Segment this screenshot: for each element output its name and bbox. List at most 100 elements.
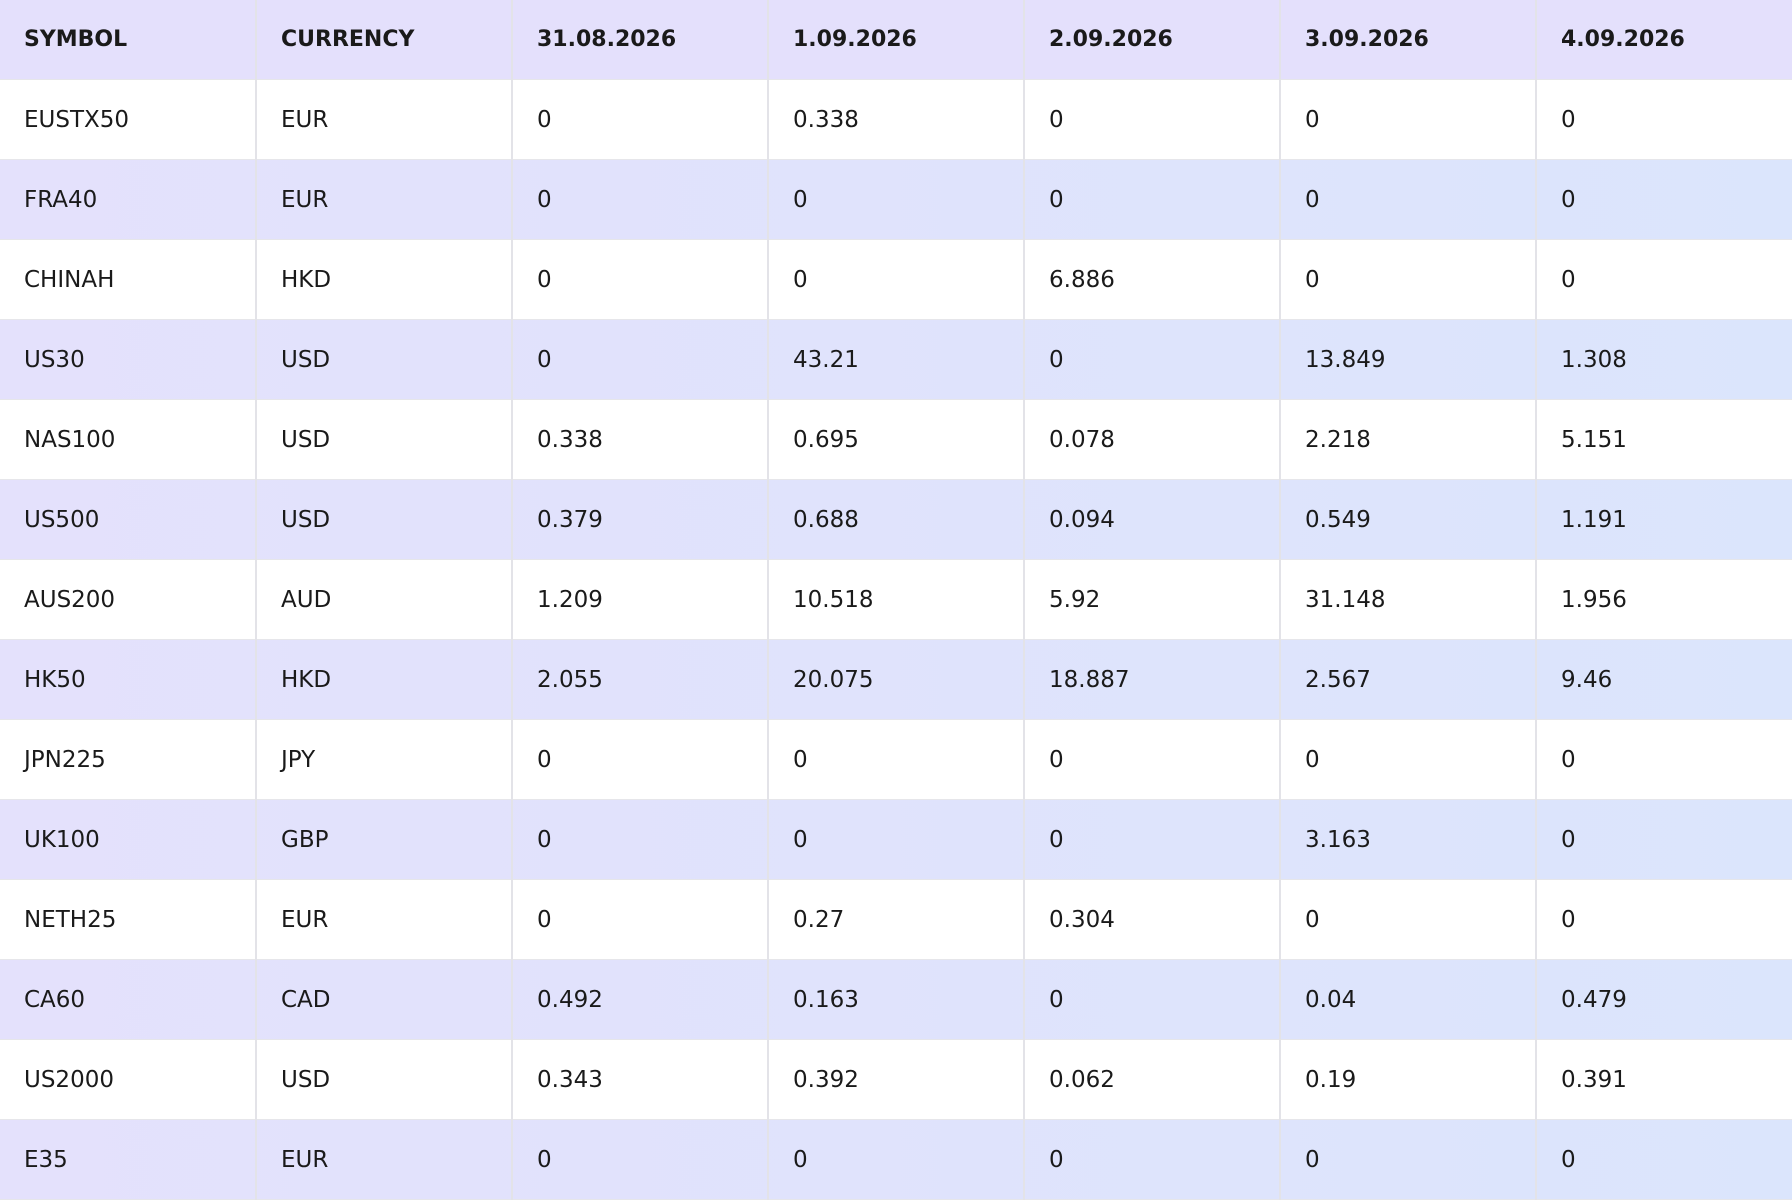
symbol-cell: NETH25 (0, 879, 257, 960)
symbol-cell: CHINAH (0, 239, 257, 320)
value-cell: 0.163 (768, 959, 1025, 1040)
value-cell: 0 (768, 239, 1025, 320)
currency-cell: HKD (256, 639, 513, 720)
value-cell: 0 (1280, 159, 1537, 240)
currency-cell: USD (256, 319, 513, 400)
column-header: SYMBOL (0, 0, 257, 80)
value-cell: 0 (1536, 239, 1792, 320)
symbol-cell: FRA40 (0, 159, 257, 240)
value-cell: 0 (1024, 1119, 1281, 1200)
value-cell: 10.518 (768, 559, 1025, 640)
symbol-cell: CA60 (0, 959, 257, 1040)
value-cell: 0 (512, 79, 769, 160)
value-cell: 6.886 (1024, 239, 1281, 320)
value-cell: 0 (1280, 79, 1537, 160)
symbol-cell: JPN225 (0, 719, 257, 800)
value-cell: 2.567 (1280, 639, 1537, 720)
value-cell: 0.549 (1280, 479, 1537, 560)
value-cell: 0.695 (768, 399, 1025, 480)
value-cell: 0.688 (768, 479, 1025, 560)
currency-cell: EUR (256, 79, 513, 160)
currency-cell: HKD (256, 239, 513, 320)
symbol-cell: NAS100 (0, 399, 257, 480)
value-cell: 0.338 (512, 399, 769, 480)
value-cell: 0.304 (1024, 879, 1281, 960)
table-row: EUSTX50 EUR 0 0.338 0 0 0 (0, 79, 1792, 160)
column-header: 4.09.2026 (1536, 0, 1792, 80)
value-cell: 0 (512, 879, 769, 960)
value-cell: 0.391 (1536, 1039, 1792, 1120)
value-cell: 0 (512, 239, 769, 320)
table-row: AUS200 AUD 1.209 10.518 5.92 31.148 1.956 (0, 559, 1792, 640)
currency-cell: JPY (256, 719, 513, 800)
value-cell: 0 (512, 1119, 769, 1200)
currency-cell: AUD (256, 559, 513, 640)
column-header: 3.09.2026 (1280, 0, 1537, 80)
symbol-cell: E35 (0, 1119, 257, 1200)
table-row: US500 USD 0.379 0.688 0.094 0.549 1.191 (0, 479, 1792, 560)
currency-cell: EUR (256, 159, 513, 240)
table-row: NAS100 USD 0.338 0.695 0.078 2.218 5.151 (0, 399, 1792, 480)
table-row: CHINAH HKD 0 0 6.886 0 0 (0, 239, 1792, 320)
currency-cell: CAD (256, 959, 513, 1040)
symbol-cell: US30 (0, 319, 257, 400)
currency-cell: USD (256, 399, 513, 480)
value-cell: 0.27 (768, 879, 1025, 960)
value-cell: 13.849 (1280, 319, 1537, 400)
value-cell: 0 (1024, 319, 1281, 400)
value-cell: 31.148 (1280, 559, 1537, 640)
table-row: FRA40 EUR 0 0 0 0 0 (0, 159, 1792, 240)
value-cell: 0 (768, 719, 1025, 800)
value-cell: 0 (1024, 799, 1281, 880)
symbol-cell: US2000 (0, 1039, 257, 1120)
value-cell: 0.479 (1536, 959, 1792, 1040)
value-cell: 0 (1024, 719, 1281, 800)
column-header: 2.09.2026 (1024, 0, 1281, 80)
header-row: SYMBOL CURRENCY 31.08.2026 1.09.2026 2.09.20… (0, 0, 1792, 80)
value-cell: 0 (512, 319, 769, 400)
value-cell: 0 (1280, 719, 1537, 800)
column-header: 31.08.2026 (512, 0, 769, 80)
value-cell: 0.343 (512, 1039, 769, 1120)
value-cell: 1.191 (1536, 479, 1792, 560)
value-cell: 0 (1536, 159, 1792, 240)
value-cell: 0 (512, 159, 769, 240)
currency-cell: EUR (256, 1119, 513, 1200)
value-cell: 20.075 (768, 639, 1025, 720)
value-cell: 0 (1280, 239, 1537, 320)
table-body: EUSTX50 EUR 0 0.338 0 0 0 FRA40 EUR 0 0 0 0 0 CHINAH HK… (0, 79, 1792, 1200)
symbol-cell: UK100 (0, 799, 257, 880)
value-cell: 0.338 (768, 79, 1025, 160)
value-cell: 0.04 (1280, 959, 1537, 1040)
value-cell: 0 (768, 159, 1025, 240)
table-row: E35 EUR 0 0 0 0 0 (0, 1119, 1792, 1200)
table-row: NETH25 EUR 0 0.27 0.304 0 0 (0, 879, 1792, 960)
value-cell: 0 (1280, 1119, 1537, 1200)
value-cell: 0 (768, 1119, 1025, 1200)
value-cell: 0 (1024, 959, 1281, 1040)
value-cell: 0.19 (1280, 1039, 1537, 1120)
value-cell: 1.956 (1536, 559, 1792, 640)
symbol-cell: EUSTX50 (0, 79, 257, 160)
table-row: US2000 USD 0.343 0.392 0.062 0.19 0.391 (0, 1039, 1792, 1120)
table-row: HK50 HKD 2.055 20.075 18.887 2.567 9.46 (0, 639, 1792, 720)
table-row: JPN225 JPY 0 0 0 0 0 (0, 719, 1792, 800)
currency-cell: EUR (256, 879, 513, 960)
column-header: CURRENCY (256, 0, 513, 80)
table-header: SYMBOL CURRENCY 31.08.2026 1.09.2026 2.09.20… (0, 0, 1792, 80)
value-cell: 0.094 (1024, 479, 1281, 560)
value-cell: 0.062 (1024, 1039, 1281, 1120)
value-cell: 0 (1536, 879, 1792, 960)
symbol-cell: AUS200 (0, 559, 257, 640)
symbol-cell: US500 (0, 479, 257, 560)
value-cell: 5.92 (1024, 559, 1281, 640)
currency-cell: GBP (256, 799, 513, 880)
currency-cell: USD (256, 479, 513, 560)
column-header: 1.09.2026 (768, 0, 1025, 80)
symbol-cell: HK50 (0, 639, 257, 720)
value-cell: 0 (1024, 79, 1281, 160)
value-cell: 0.078 (1024, 399, 1281, 480)
value-cell: 0 (512, 719, 769, 800)
